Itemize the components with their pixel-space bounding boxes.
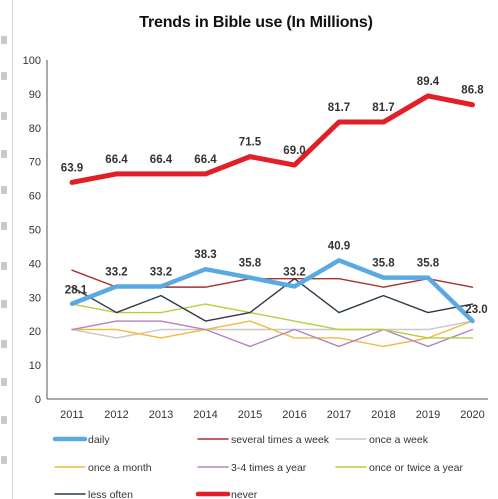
- x-tick-label: 2012: [104, 409, 128, 421]
- series-line-once-or-twice-a-year: [71, 303, 474, 339]
- x-tick-label: 2017: [327, 409, 351, 421]
- page-edge-strip: [0, 0, 12, 499]
- chart-title: Trends in Bible use (In Millions): [139, 14, 373, 31]
- y-tick-label: 10: [29, 360, 41, 372]
- series-line-daily: [69, 258, 475, 324]
- data-label: 35.8: [417, 258, 440, 270]
- x-tick-label: 2013: [149, 409, 173, 421]
- chart-panel: Trends in Bible use (In Millions): [12, 0, 498, 499]
- x-tick-label: 2015: [238, 409, 262, 421]
- y-tick-label: 70: [29, 157, 41, 169]
- data-label: 63.9: [61, 162, 83, 174]
- y-tick-label: 50: [29, 225, 41, 237]
- series-line-3-4-times-a-year: [71, 320, 474, 348]
- legend-label: less often: [88, 489, 133, 499]
- x-tick-label: 2018: [371, 409, 395, 421]
- series-line-never: [69, 93, 475, 185]
- y-tick-label: 0: [35, 394, 41, 406]
- legend-label: 3-4 times a year: [231, 462, 307, 474]
- data-label: 33.2: [105, 266, 127, 278]
- data-label: 81.7: [328, 102, 350, 114]
- series-line-less-often: [71, 277, 474, 322]
- data-label: 66.4: [105, 154, 128, 166]
- data-label: 66.4: [194, 154, 217, 166]
- y-tick-label: 100: [23, 55, 41, 67]
- data-label: 40.9: [328, 240, 350, 252]
- legend-label: once a month: [88, 462, 152, 474]
- data-label: 33.2: [150, 266, 172, 278]
- data-label: 69.0: [283, 145, 305, 157]
- y-tick-label: 20: [29, 326, 41, 338]
- data-label: 66.4: [150, 154, 173, 166]
- legend-label: never: [231, 489, 258, 499]
- data-label: 71.5: [239, 137, 262, 149]
- data-label: 81.7: [372, 102, 394, 114]
- y-tick-label: 60: [29, 191, 41, 203]
- series-line-once-a-month: [71, 320, 474, 348]
- data-label: 35.8: [239, 258, 262, 270]
- legend-label: daily: [88, 434, 110, 446]
- x-tick-label: 2014: [193, 409, 217, 421]
- legend-label: once or twice a year: [369, 462, 463, 474]
- data-label: 33.2: [283, 266, 305, 278]
- y-tick-label: 90: [29, 89, 41, 101]
- data-label: 86.8: [461, 85, 484, 97]
- legend-label: once a week: [369, 434, 429, 446]
- legend-label: several times a week: [231, 434, 330, 446]
- data-label: 35.8: [372, 258, 395, 270]
- data-label: 89.4: [417, 76, 440, 88]
- x-tick-label: 2016: [282, 409, 306, 421]
- y-tick-label: 80: [29, 123, 41, 135]
- y-tick-label: 40: [29, 258, 41, 270]
- data-label: 28.1: [65, 285, 88, 297]
- data-label: 38.3: [194, 249, 216, 261]
- data-label: 23.0: [465, 304, 487, 316]
- x-tick-label: 2011: [60, 409, 84, 421]
- x-tick-label: 2020: [460, 409, 484, 421]
- y-tick-label: 30: [29, 292, 41, 304]
- x-tick-label: 2019: [416, 409, 440, 421]
